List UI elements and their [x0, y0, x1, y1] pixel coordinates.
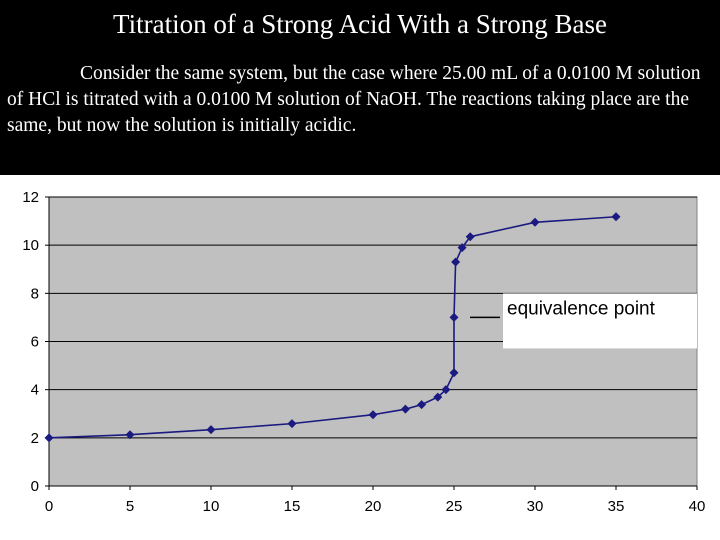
x-tick-label: 20 [365, 498, 382, 515]
x-tick-label: 30 [527, 498, 544, 515]
y-tick-label: 2 [31, 430, 39, 447]
x-tick-label: 15 [284, 498, 301, 515]
y-tick-label: 10 [22, 237, 39, 254]
data-point [287, 419, 297, 429]
data-point [457, 243, 467, 253]
data-point [44, 433, 54, 443]
data-point [433, 392, 443, 402]
y-tick-label: 6 [31, 334, 39, 351]
data-point [451, 257, 461, 267]
slide-title: Titration of a Strong Acid With a Strong… [113, 9, 607, 39]
series-line [48, 215, 617, 439]
annotation-box [503, 293, 697, 349]
x-tick-label: 0 [45, 498, 53, 515]
data-point [206, 425, 216, 435]
data-point [417, 400, 427, 410]
data-point [449, 368, 459, 378]
x-tick-label: 35 [608, 498, 625, 515]
y-tick-label: 4 [31, 382, 39, 399]
chart-area: 0 2 4 6 8 10 12 0 5 10 15 20 25 30 35 40 equivalence po… [0, 175, 720, 540]
data-point [441, 385, 451, 395]
annotations: equivalence point [470, 293, 697, 349]
y-tick-label: 8 [31, 285, 39, 302]
data-point [465, 232, 475, 242]
data-point [125, 430, 135, 440]
x-tick-label: 25 [446, 498, 463, 515]
gridlines [49, 196, 697, 439]
data-point [611, 212, 621, 222]
series-layer [44, 212, 621, 443]
titration-curve-chart: 0 2 4 6 8 10 12 0 5 10 15 20 25 30 35 40 equivalence po… [22, 189, 705, 515]
x-tick-label: 40 [689, 498, 706, 515]
x-tick-label: 10 [203, 498, 220, 515]
data-point [530, 217, 540, 227]
data-point [368, 410, 378, 420]
data-point [400, 404, 410, 414]
y-tick-label: 12 [22, 189, 39, 206]
annotation-label: equivalence point [507, 298, 656, 319]
x-tick-label: 5 [126, 498, 134, 515]
y-tick-label: 0 [31, 478, 39, 495]
tick-labels: 0 2 4 6 8 10 12 0 5 10 15 20 25 30 35 40 [22, 189, 705, 515]
data-point [449, 312, 459, 322]
slide-body-text: Consider the same system, but the case w… [7, 63, 701, 136]
